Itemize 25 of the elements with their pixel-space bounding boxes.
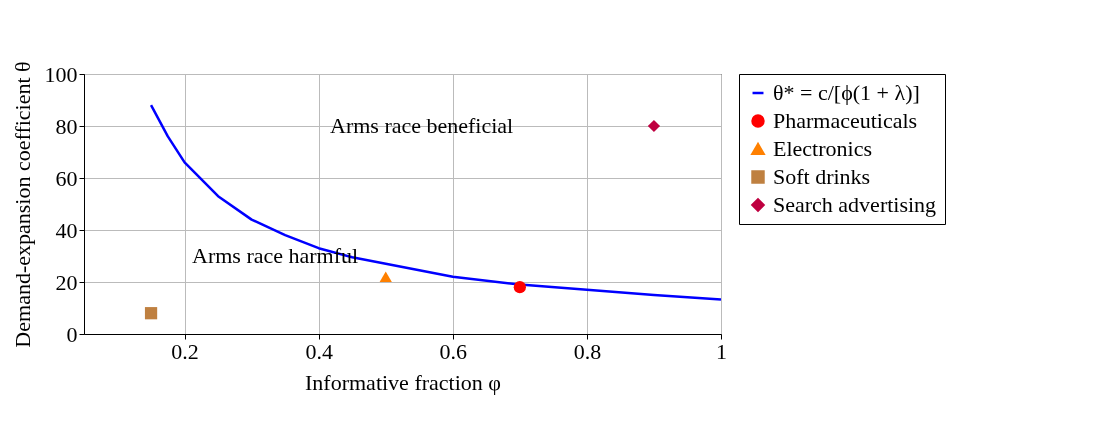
- y-tick-label: 0: [66, 321, 78, 347]
- x-tick-label: 1: [716, 338, 727, 364]
- y-tick-label: 20: [55, 269, 78, 295]
- x-axis-title: Informative fraction φ: [305, 369, 501, 395]
- x-tick-label: 0.4: [305, 338, 333, 364]
- legend-label: Pharmaceuticals: [773, 108, 918, 133]
- point: [513, 281, 526, 294]
- annotation: Arms race beneficial: [329, 113, 514, 138]
- y-tick-label: 60: [55, 165, 78, 191]
- point: [379, 271, 392, 283]
- legend-label: θ* = c/[ϕ(1 + λ)]: [773, 80, 920, 105]
- line-series: [149, 103, 721, 301]
- x-tick-label: 0.2: [171, 338, 199, 364]
- legend-label: Search advertising: [773, 192, 937, 217]
- y-axis-title: Demand-expansion coefficient θ: [9, 61, 35, 348]
- x-tick-label: 0.6: [439, 338, 468, 364]
- point: [144, 307, 158, 320]
- legend-label: Electronics: [773, 136, 872, 161]
- legend-label: Soft drinks: [773, 164, 871, 189]
- y-tick-label: 40: [55, 217, 78, 243]
- y-tick-label: 100: [44, 61, 78, 87]
- point: [647, 119, 661, 133]
- y-tick-label: 80: [55, 113, 78, 139]
- x-tick-label: 0.8: [573, 338, 602, 364]
- annotation: Arms race harmful: [192, 243, 359, 268]
